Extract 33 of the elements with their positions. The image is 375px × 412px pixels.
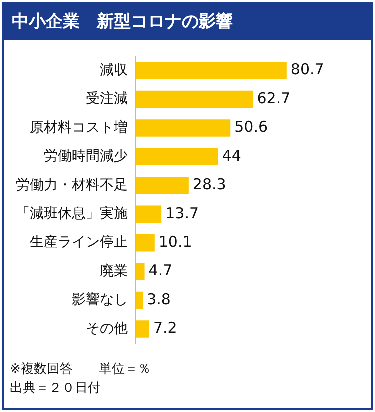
y-tick-label: 減収 bbox=[100, 62, 128, 78]
source-note: 出典＝２０日付 bbox=[10, 380, 102, 398]
bar bbox=[136, 206, 162, 223]
y-tick-label: 労働力・材料不足 bbox=[16, 177, 128, 194]
y-tick-label: 影響なし bbox=[72, 292, 128, 308]
y-tick-label: 労働時間減少 bbox=[44, 148, 128, 165]
data-label: 7.2 bbox=[153, 319, 178, 338]
bar bbox=[136, 263, 145, 280]
data-label: 62.7 bbox=[257, 89, 291, 108]
data-label: 13.7 bbox=[166, 204, 200, 222]
data-label: 3.8 bbox=[147, 290, 171, 308]
bar bbox=[136, 320, 150, 338]
bar bbox=[136, 62, 287, 80]
bar bbox=[136, 292, 144, 310]
y-tick-label: 受注減 bbox=[86, 91, 128, 108]
data-label: 50.6 bbox=[234, 118, 268, 136]
y-tick-label: 廃業 bbox=[100, 263, 128, 280]
y-tick-label: 「減班休息」実施 bbox=[16, 206, 128, 222]
y-tick-label: 生産ライン停止 bbox=[30, 234, 128, 251]
y-tick-label: 原材料コスト増 bbox=[30, 118, 128, 136]
data-label: 4.7 bbox=[148, 262, 173, 280]
data-label: 28.3 bbox=[192, 176, 226, 194]
bar bbox=[136, 90, 254, 108]
data-label: 80.7 bbox=[290, 60, 324, 79]
data-label: 10.1 bbox=[158, 232, 192, 251]
bar bbox=[136, 234, 155, 252]
y-tick-label: その他 bbox=[86, 320, 128, 337]
chart-title: 中小企業 新型コロナの影響 bbox=[4, 4, 371, 40]
bar bbox=[136, 148, 218, 166]
bar bbox=[136, 120, 231, 137]
data-label: 44 bbox=[222, 146, 242, 165]
text: ※複数回答 単位＝％ bbox=[10, 361, 152, 379]
bar bbox=[136, 177, 189, 194]
